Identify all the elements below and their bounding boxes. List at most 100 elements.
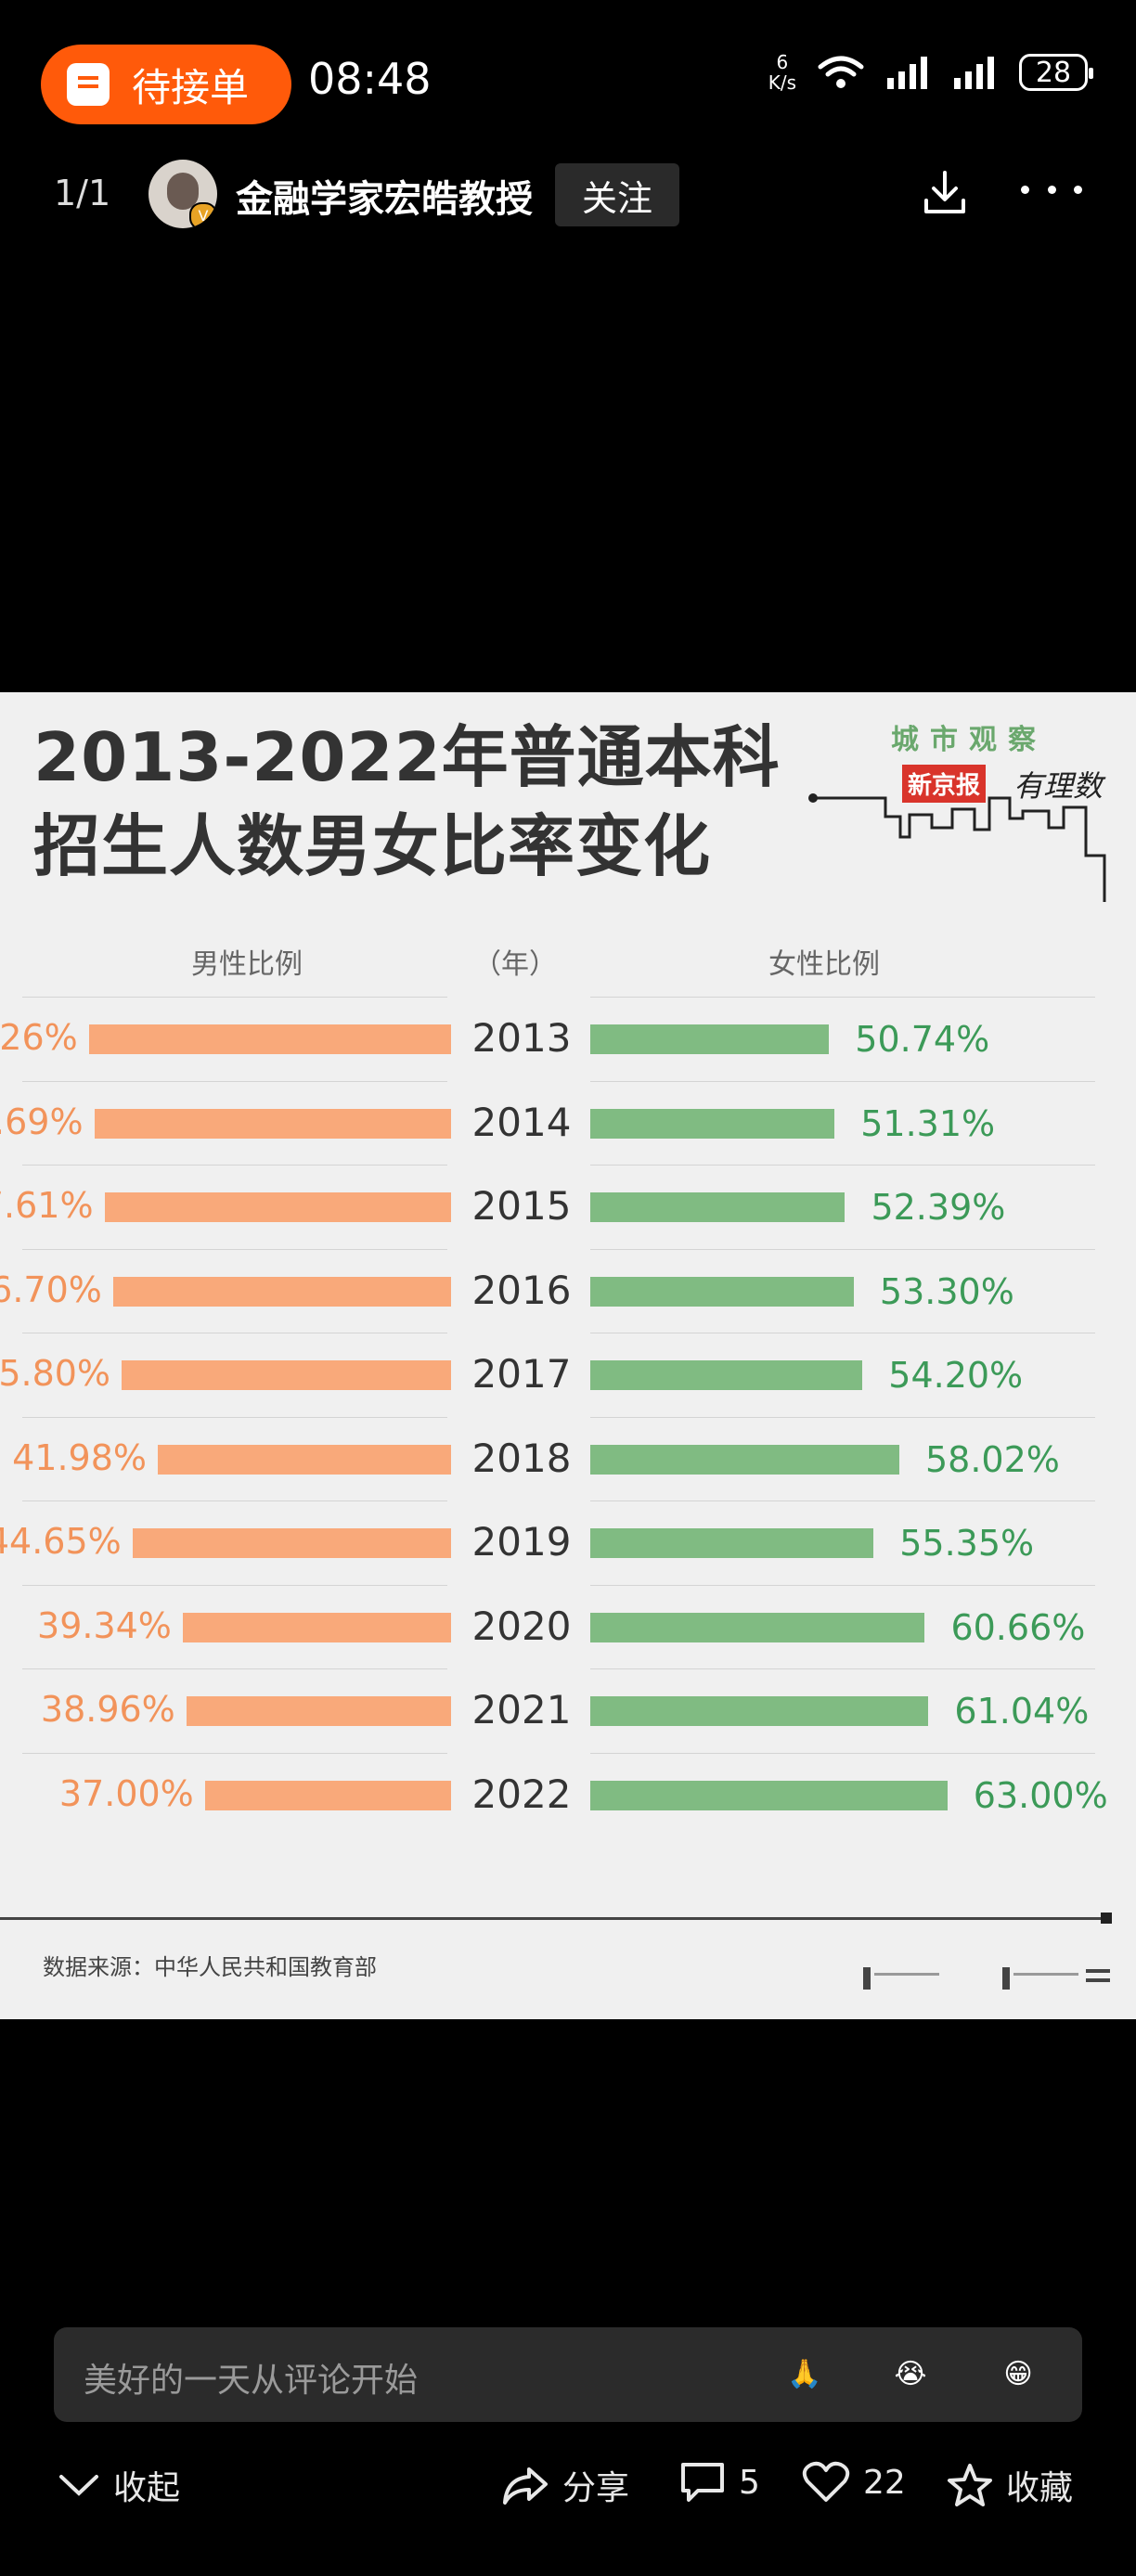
- brand-paper-name: 新京报: [902, 765, 987, 803]
- system-indicators: 6 K/s 28: [768, 52, 1093, 93]
- pending-order-pill[interactable]: 待接单: [41, 45, 291, 124]
- heart-icon: [802, 2461, 850, 2502]
- favorite-label: 收藏: [1006, 2469, 1074, 2507]
- star-icon: [948, 2464, 992, 2506]
- chart-row: 39.34% 2020 60.66%: [0, 1584, 1136, 1668]
- male-value-label: 41.98%: [12, 1436, 147, 1478]
- female-value-label: 52.39%: [871, 1187, 1006, 1228]
- row-divider-right: [590, 997, 1095, 998]
- row-divider-right: [590, 1668, 1095, 1669]
- signal-icon: [887, 57, 927, 89]
- signal-icon-2: [954, 57, 994, 89]
- male-bar: [182, 1612, 451, 1642]
- infographic-image[interactable]: 2013-2022年普通本科 招生人数男女比率变化 城市观察 新京报 有理数 男…: [0, 692, 1136, 2019]
- skyline-decoration: [808, 793, 1106, 902]
- chart-row: 47.61% 2015 52.39%: [0, 1165, 1136, 1248]
- female-bar: [590, 1276, 854, 1307]
- female-bar: [590, 1360, 863, 1390]
- male-value-label: 49.26%: [0, 1017, 78, 1058]
- female-value-label: 63.00%: [973, 1774, 1108, 1816]
- year-label: 2019: [471, 1519, 572, 1565]
- chart-row: 37.00% 2022 63.00%: [0, 1752, 1136, 1836]
- favorite-button[interactable]: 收藏: [947, 2461, 1073, 2509]
- infographic-title: 2013-2022年普通本科 招生人数男女比率变化: [33, 713, 781, 891]
- like-count: 22: [863, 2463, 906, 2502]
- comment-icon: [681, 2463, 724, 2502]
- comment-button[interactable]: 5: [679, 2461, 760, 2504]
- female-bar: [590, 1108, 835, 1139]
- grinning-emoji-icon[interactable]: 😁: [1003, 2358, 1033, 2390]
- row-divider-left: [22, 1080, 447, 1082]
- male-value-label: 37.00%: [58, 1772, 194, 1814]
- wifi-icon: [818, 56, 864, 88]
- chart-row: 49.26% 2013 50.74%: [0, 997, 1136, 1080]
- female-value-label: 50.74%: [855, 1019, 990, 1060]
- collapse-label: 收起: [113, 2469, 181, 2507]
- female-value-label: 51.31%: [860, 1102, 996, 1144]
- order-icon: [67, 63, 110, 106]
- male-value-label: 38.96%: [40, 1689, 175, 1730]
- male-column-header: 男性比例: [191, 948, 303, 981]
- chart-row: 45.80% 2017 54.20%: [0, 1333, 1136, 1416]
- female-value-label: 54.20%: [888, 1355, 1024, 1396]
- female-bar: [590, 1444, 899, 1475]
- male-bar: [132, 1528, 451, 1558]
- clock: 08:48: [308, 54, 432, 104]
- image-counter: 1/1: [54, 173, 111, 213]
- year-label: 2022: [471, 1771, 572, 1817]
- row-divider-left: [22, 1416, 447, 1418]
- row-divider-right: [590, 1165, 1095, 1166]
- chart-row: 41.98% 2018 58.02%: [0, 1416, 1136, 1501]
- male-bar: [88, 1024, 451, 1054]
- male-value-label: 39.34%: [37, 1604, 172, 1646]
- share-label: 分享: [562, 2469, 630, 2507]
- chart-row: 44.65% 2019 55.35%: [0, 1501, 1136, 1584]
- comment-placeholder: 美好的一天从评论开始: [84, 2362, 419, 2400]
- share-button[interactable]: 分享: [501, 2461, 629, 2509]
- year-label: 2013: [471, 1015, 572, 1061]
- collapse-button[interactable]: 收起: [58, 2461, 180, 2509]
- brand-logo: 城市观察 新京报 有理数: [891, 716, 1114, 804]
- data-source: 数据来源：中华人民共和国教育部: [43, 1954, 377, 1980]
- male-bar: [112, 1276, 451, 1307]
- more-options-icon[interactable]: [1021, 186, 1082, 200]
- pray-emoji-icon[interactable]: 🙏: [787, 2358, 822, 2390]
- brand-slogan: 有理数: [1013, 768, 1104, 804]
- female-value-label: 60.66%: [950, 1606, 1086, 1648]
- download-icon[interactable]: [919, 167, 971, 219]
- crying-emoji-icon[interactable]: 😭: [894, 2358, 927, 2390]
- row-divider-right: [590, 1752, 1095, 1754]
- male-bar: [158, 1444, 451, 1475]
- like-button[interactable]: 22: [802, 2461, 906, 2504]
- author-name[interactable]: 金融学家宏皓教授: [236, 178, 533, 221]
- female-bar: [590, 1696, 929, 1726]
- chart-row: 38.96% 2021 61.04%: [0, 1668, 1136, 1752]
- year-label: 2020: [471, 1603, 572, 1649]
- title-line-1: 2013-2022年普通本科: [33, 718, 781, 796]
- row-divider-right: [590, 1080, 1095, 1082]
- female-bar: [590, 1528, 874, 1558]
- male-value-label: 47.61%: [0, 1185, 94, 1226]
- female-value-label: 58.02%: [925, 1438, 1060, 1480]
- female-bar: [590, 1024, 830, 1054]
- year-label: 2016: [471, 1267, 572, 1313]
- male-bar: [104, 1192, 451, 1222]
- row-divider-left: [22, 1752, 447, 1754]
- year-label: 2015: [471, 1183, 572, 1229]
- male-value-label: 46.70%: [0, 1269, 102, 1310]
- female-bar: [590, 1192, 846, 1222]
- female-value-label: 53.30%: [879, 1270, 1014, 1312]
- comment-input[interactable]: 美好的一天从评论开始 🙏 😭 😁: [54, 2327, 1082, 2422]
- chart-row: 46.70% 2016 53.30%: [0, 1248, 1136, 1333]
- year-label: 2014: [471, 1099, 572, 1145]
- status-bar: 待接单 08:48 6 K/s 28: [0, 0, 1136, 167]
- share-icon: [503, 2467, 548, 2505]
- row-divider-left: [22, 1668, 447, 1669]
- row-divider-left: [22, 1165, 447, 1166]
- year-label: 2017: [471, 1351, 572, 1397]
- avatar[interactable]: V: [148, 160, 217, 228]
- follow-button[interactable]: 关注: [555, 163, 679, 226]
- title-line-2: 招生人数男女比率变化: [33, 807, 712, 885]
- male-bar: [122, 1360, 451, 1390]
- row-divider-right: [590, 1248, 1095, 1250]
